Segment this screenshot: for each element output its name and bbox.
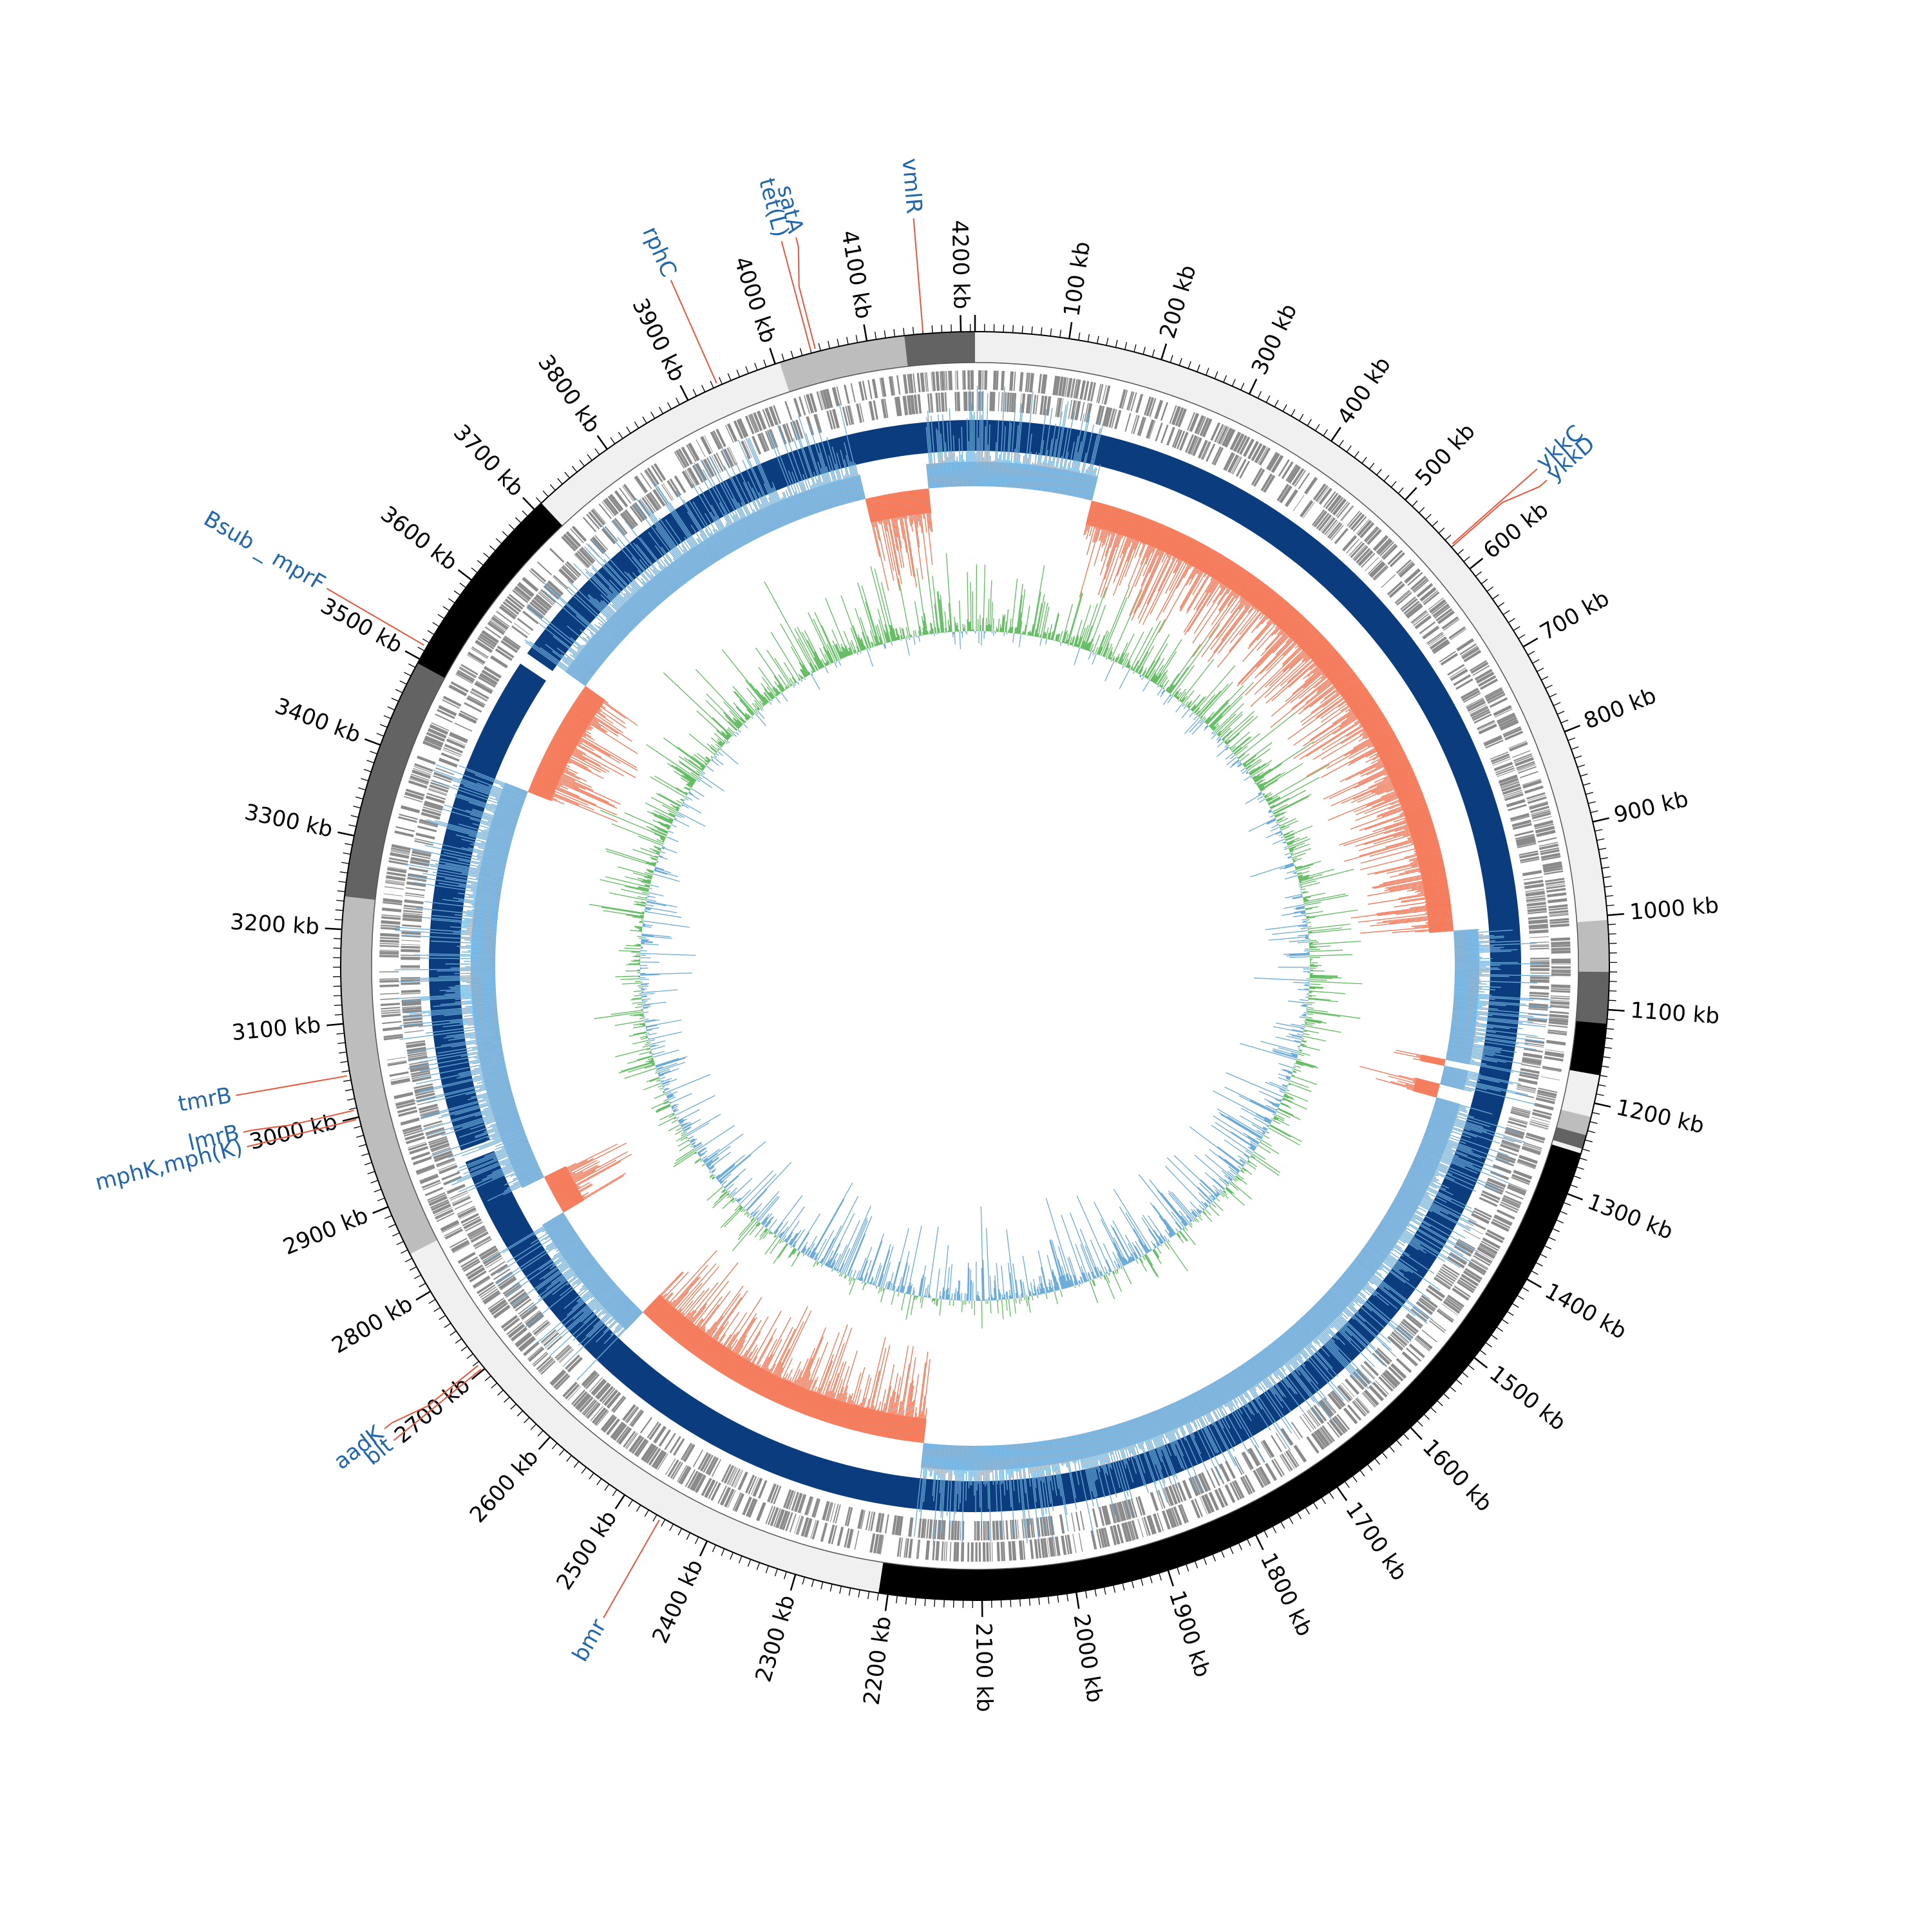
tick-label: 600 kb	[1479, 497, 1553, 564]
tick-label: 3600 kb	[375, 501, 462, 576]
backbone-ring	[429, 420, 1521, 1512]
tick-label: 3900 kb	[627, 294, 690, 386]
cds-reverse-strand	[401, 392, 1549, 1541]
tick-label: 1600 kb	[1417, 1434, 1497, 1517]
gene-label: Bsub _ mprF	[200, 506, 330, 596]
gene-leader-line	[384, 1365, 479, 1430]
gene-label: tmrB	[176, 1083, 233, 1117]
tick-label: 4200 kb	[947, 220, 974, 309]
tick-label: 2800 kb	[327, 1291, 417, 1359]
contig-segment	[1569, 1021, 1607, 1075]
tick-label: 2300 kb	[750, 1592, 800, 1685]
tick-label: 700 kb	[1536, 585, 1614, 645]
tick-label: 900 kb	[1611, 786, 1690, 829]
gene-label: vmlR	[896, 157, 927, 214]
tick-label: 2700 kb	[390, 1372, 475, 1449]
gene-leader-line	[243, 1110, 354, 1133]
gene-leader-line	[326, 587, 425, 646]
contig-segment	[1557, 1110, 1591, 1135]
tick-label: 2000 kb	[1068, 1612, 1108, 1704]
tick-label: 1100 kb	[1629, 998, 1720, 1029]
tick-label: 1400 kb	[1540, 1278, 1631, 1345]
tick-label: 3300 kb	[242, 799, 335, 843]
tick-label: 2900 kb	[279, 1202, 372, 1260]
tick-label: 3500 kb	[316, 593, 407, 659]
gene-leader-line	[236, 1075, 347, 1096]
contig-ring-inner-outline	[371, 362, 1579, 1570]
minor-ticks	[332, 323, 1618, 1608]
gene-leader-line	[1453, 480, 1548, 546]
gene-leader-line	[795, 237, 816, 349]
contig-segment	[878, 1144, 1582, 1600]
gc-content-above-trace	[527, 488, 1454, 1443]
tick-label: 300 kb	[1247, 300, 1303, 379]
gc-content-track	[394, 386, 1554, 1546]
gene-leader-line	[603, 1519, 660, 1618]
contig-ring	[341, 332, 1609, 1600]
gene-leader-line	[247, 1119, 357, 1148]
cds-ring	[379, 370, 1571, 1562]
contig-segment	[1551, 1140, 1583, 1154]
tick-label: 2100 kb	[971, 1623, 998, 1712]
tick-label: 3800 kb	[533, 350, 605, 438]
tick-label: 400 kb	[1332, 352, 1396, 429]
tick-label: 2500 kb	[551, 1506, 622, 1595]
contig-segment	[341, 896, 438, 1255]
tick-label: 1800 kb	[1255, 1549, 1318, 1640]
backbone-segment	[429, 663, 546, 1151]
contig-segment	[904, 332, 975, 366]
contig-segment	[344, 663, 445, 900]
tick-label: 500 kb	[1410, 419, 1481, 491]
tick-label: 2200 kb	[858, 1615, 896, 1707]
tick-label: 4000 kb	[728, 254, 781, 346]
gene-leader-line	[1452, 468, 1538, 544]
tick-label: 1200 kb	[1614, 1095, 1707, 1139]
tick-label: 100 kb	[1059, 240, 1095, 318]
contig-segment	[410, 1240, 884, 1593]
gc-skew-negative	[639, 630, 1311, 1302]
contig-segment	[1553, 1127, 1587, 1150]
gc-content-below-trace	[394, 386, 1554, 1546]
tick-label: 800 kb	[1580, 683, 1660, 734]
gc-skew-track	[589, 553, 1363, 1329]
gene-leader-line	[913, 218, 923, 331]
tick-label: 3700 kb	[448, 419, 529, 502]
tick-label: 1700 kb	[1340, 1497, 1412, 1586]
major-ticks	[325, 315, 1625, 1617]
tick-label: 4100 kb	[836, 229, 876, 321]
tick-label: 2600 kb	[465, 1444, 544, 1528]
cds-forward-strand	[379, 370, 1571, 1562]
tick-label: 1500 kb	[1484, 1361, 1571, 1436]
contig-segment	[779, 336, 908, 392]
tick-label: 2400 kb	[647, 1556, 708, 1648]
contig-segment	[1576, 971, 1609, 1024]
gc-skew-positive	[589, 553, 1363, 1329]
tick-label: 3000 kb	[247, 1109, 340, 1155]
gene-label: rphC	[637, 223, 681, 281]
gene-leader-line	[393, 1368, 482, 1441]
contig-segment	[541, 362, 790, 526]
gene-leader-line	[670, 279, 717, 384]
position-ticks	[325, 315, 1625, 1617]
contig-segment	[975, 332, 1608, 922]
tick-label: 1300 kb	[1584, 1189, 1676, 1245]
contig-segment	[1561, 1070, 1600, 1117]
tick-label: 3100 kb	[231, 1012, 322, 1046]
gene-label: mphK,mph(K)	[93, 1135, 245, 1196]
contig-segment	[1577, 920, 1609, 972]
tick-label: 3200 kb	[229, 909, 320, 940]
tick-label: 200 kb	[1155, 262, 1202, 342]
gene-leader-line	[781, 241, 811, 350]
tick-label: 1900 kb	[1164, 1587, 1215, 1680]
contig-segment	[417, 503, 563, 678]
gene-label: bmr	[567, 1615, 612, 1666]
tick-label: 3400 kb	[272, 693, 365, 748]
tick-label: 1000 kb	[1629, 893, 1719, 925]
gc-content-below-fill	[470, 461, 1480, 1471]
